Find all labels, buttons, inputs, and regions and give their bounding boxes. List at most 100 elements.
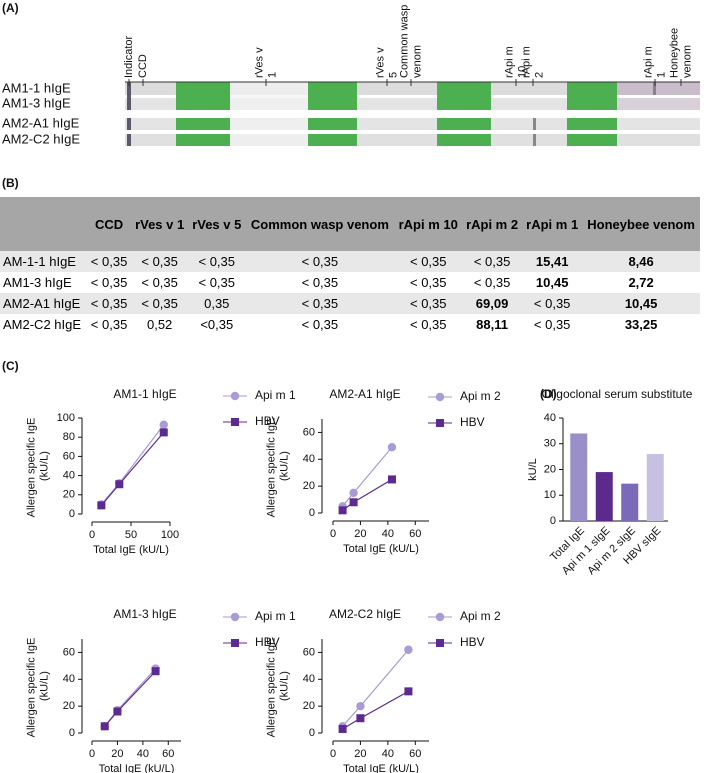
cell: 8,46 (582, 251, 700, 272)
table-row: AM2-C2 hIgE < 0,35 0,52 <0,35 < 0,35 < 0,35 88… (0, 314, 700, 335)
cell: < 0,35 (131, 251, 189, 272)
cell: 33,25 (582, 314, 700, 335)
series-line (100, 432, 165, 506)
y-tick-label: 20 (63, 489, 75, 501)
bar (595, 472, 613, 521)
panel-label: (B) (2, 176, 19, 190)
marker (151, 667, 160, 676)
y-tick-label: 0 (550, 515, 556, 527)
marker (159, 428, 168, 437)
strip-column-label: Honeybee venom (668, 25, 693, 78)
series-line (342, 446, 393, 507)
column-header: rApi m 1 (522, 197, 583, 251)
x-tick-label: 20 (354, 748, 366, 760)
cell: < 0,35 (87, 272, 132, 293)
chart-title: AM1-1 hIgE (113, 387, 176, 401)
y-tick-label: 20 (63, 700, 75, 712)
y-axis-title: Allergen specific IgE (kU/L) (25, 635, 50, 738)
x-tick-label: 0 (330, 528, 336, 540)
cell: < 0,35 (394, 251, 463, 272)
cell: 15,41 (522, 251, 583, 272)
strip-column-label: Indicator (123, 35, 135, 78)
cell: < 0,35 (131, 272, 189, 293)
strip-column-label: Common wasp venom (398, 2, 423, 78)
cell: 0,52 (131, 314, 189, 335)
line-chart: AM2-C2 hIgE 0 20 40 60 0 20 40 60 Total IgE (kU/L… (265, 607, 501, 773)
cell: 2,72 (582, 272, 700, 293)
y-tick-label: 100 (57, 412, 75, 424)
cell: < 0,35 (131, 293, 189, 314)
legend-label: HBV (460, 415, 485, 429)
column-header: CCD (87, 197, 132, 251)
x-axis-title: Total IgE (kU/L) (343, 763, 419, 773)
x-axis-title: Total IgE (kU/L) (343, 543, 419, 555)
marker (349, 488, 358, 498)
bar (570, 433, 588, 521)
marker (436, 639, 444, 647)
y-tick-label: 40 (303, 453, 315, 465)
table-row: AM-1-1 hIgE < 0,35 < 0,35 < 0,35 < 0,35 < 0,3… (0, 251, 700, 272)
y-tick-label: 60 (303, 426, 315, 438)
panel-label: (D) (540, 387, 557, 401)
cell: < 0,35 (394, 272, 463, 293)
y-tick-label: 0 (69, 727, 75, 739)
cell: < 0,35 (87, 314, 132, 335)
x-tick-label: 40 (137, 748, 149, 760)
table-row: AM2-A1 hIgE < 0,35 < 0,35 0,35 < 0,35 < 0,35 6… (0, 293, 700, 314)
legend-label: Api m 2 (460, 389, 501, 403)
row-label: AM1-3 hIgE (0, 272, 88, 293)
legend-label: HBV (255, 414, 280, 428)
strip-column-label: rVes v 1 (253, 44, 278, 78)
results-table: CCD rVes v 1 rVes v 5 Common wasp venom rApi… (0, 197, 700, 335)
cell: < 0,35 (188, 272, 246, 293)
cell: 10,45 (522, 272, 583, 293)
cell: < 0,35 (394, 314, 463, 335)
y-tick-label: 40 (63, 470, 75, 482)
row-label: AM-1-1 hIgE (0, 251, 88, 272)
marker (113, 707, 122, 716)
column-header: rApi m 10 (394, 197, 463, 251)
marker (349, 498, 358, 507)
marker (338, 506, 347, 515)
bar (646, 454, 664, 521)
column-header: rApi m 2 (462, 197, 523, 251)
x-tick-label: 60 (409, 748, 421, 760)
bar (621, 483, 639, 521)
strip-column-label: rVes v 5 (374, 44, 399, 78)
y-axis-title: Allergen specific IgE (kU/L) (25, 415, 50, 518)
marker (356, 714, 365, 723)
x-tick-label: 40 (382, 528, 394, 540)
y-tick-label: 40 (303, 673, 315, 685)
strip-row-label: AM1-1 hIgE (2, 80, 71, 95)
strip-row-label: AM1-3 hIgE (2, 95, 71, 110)
x-tick-label: 0 (330, 748, 336, 760)
y-tick-label: 10 (544, 489, 556, 501)
legend-label: Api m 1 (255, 609, 296, 623)
cell: < 0,35 (245, 251, 395, 272)
series-line (342, 690, 409, 730)
cell: < 0,35 (245, 293, 395, 314)
y-tick-label: 40 (63, 673, 75, 685)
y-axis-title: kU/L (527, 458, 539, 481)
x-axis-title: Total IgE (kU/L) (99, 763, 175, 773)
marker (436, 419, 444, 427)
table-row: AM1-3 hIgE < 0,35 < 0,35 < 0,35 < 0,35 < 0,35… (0, 272, 700, 293)
cell: < 0,35 (245, 272, 395, 293)
cell: < 0,35 (462, 251, 523, 272)
y-tick-label: 60 (63, 450, 75, 462)
marker (159, 420, 168, 429)
cell: < 0,35 (462, 272, 523, 293)
y-tick-label: 60 (63, 646, 75, 658)
x-axis-title: Total IgE (kU/L) (93, 544, 169, 556)
column-header: Common wasp venom (245, 197, 395, 251)
strips (125, 81, 700, 146)
header-row: CCD rVes v 1 rVes v 5 Common wasp venom rApi… (0, 197, 700, 251)
x-tick-label: 20 (111, 748, 123, 760)
marker (387, 475, 396, 484)
y-tick-label: 0 (309, 507, 315, 519)
row-label: AM2-C2 hIgE (0, 314, 88, 335)
x-tick-label: 50 (125, 529, 137, 541)
cell: < 0,35 (87, 293, 132, 314)
cell: < 0,35 (87, 251, 132, 272)
